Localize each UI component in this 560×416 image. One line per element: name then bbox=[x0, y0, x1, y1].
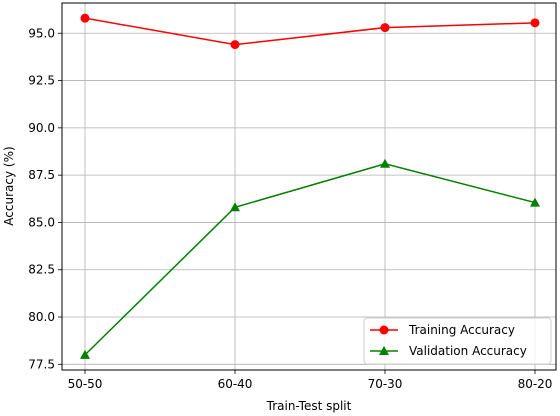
legend-marker-training bbox=[379, 325, 389, 335]
data-point-validation-accuracy bbox=[380, 158, 390, 168]
x-tick-label: 80-20 bbox=[518, 377, 553, 391]
series-layer bbox=[80, 13, 540, 359]
grid-lines bbox=[62, 3, 556, 370]
x-tick-label: 50-50 bbox=[68, 377, 103, 391]
y-tick-label: 95.0 bbox=[28, 26, 55, 40]
data-point-training-accuracy bbox=[80, 13, 90, 23]
series-line-validation-accuracy bbox=[84, 163, 536, 356]
y-tick-label: 87.5 bbox=[28, 168, 55, 182]
axis-ticks: 50-50 60-40 70-30 80-20 77.5 80.0 82.5 85.0 87.5… bbox=[28, 26, 552, 391]
y-tick-label: 92.5 bbox=[28, 74, 55, 88]
x-tick-label: 70-30 bbox=[368, 377, 403, 391]
legend-marker-validation bbox=[379, 346, 389, 355]
y-tick-label: 85.0 bbox=[28, 215, 55, 229]
data-point-validation-accuracy bbox=[530, 197, 540, 207]
y-tick-label: 77.5 bbox=[28, 357, 55, 371]
data-point-validation-accuracy bbox=[230, 202, 240, 212]
x-axis-label: Train-Test split bbox=[266, 399, 352, 413]
data-point-training-accuracy bbox=[380, 23, 390, 33]
legend-label-validation: Validation Accuracy bbox=[409, 344, 527, 358]
data-point-training-accuracy bbox=[530, 18, 540, 28]
x-tick-label: 60-40 bbox=[218, 377, 253, 391]
axes bbox=[61, 2, 557, 371]
legend-box bbox=[363, 317, 552, 365]
y-axis-label: Accuracy (%) bbox=[2, 146, 16, 225]
data-point-validation-accuracy bbox=[80, 349, 90, 359]
legend-label-training: Training Accuracy bbox=[408, 323, 515, 337]
y-tick-label: 80.0 bbox=[28, 310, 55, 324]
plot-frame bbox=[61, 2, 557, 371]
y-tick-label: 90.0 bbox=[28, 121, 55, 135]
y-tick-label: 82.5 bbox=[28, 263, 55, 277]
legend: Training Accuracy Validation Accuracy bbox=[363, 317, 552, 365]
data-point-training-accuracy bbox=[230, 40, 240, 50]
series-line-training-accuracy bbox=[84, 17, 536, 46]
